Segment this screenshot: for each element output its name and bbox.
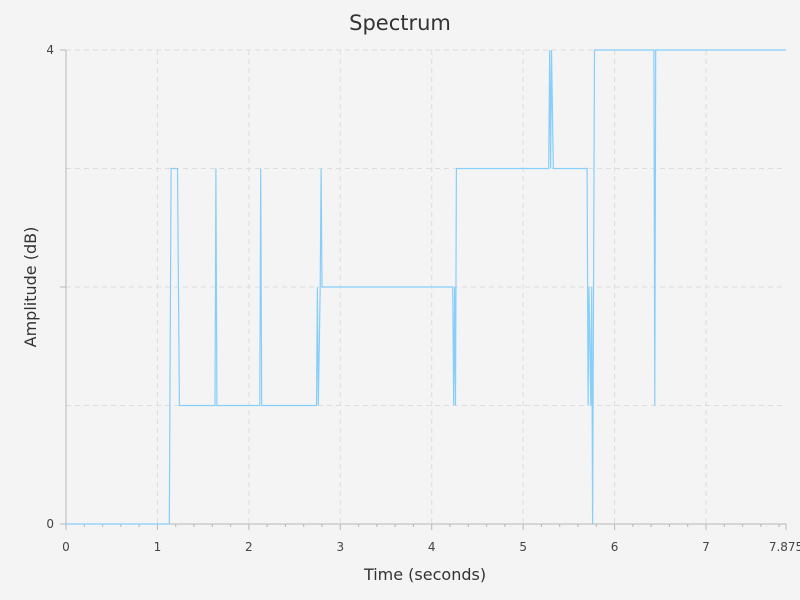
x-tick-label: 2 (245, 540, 253, 554)
y-axis-label: Amplitude (dB) (21, 227, 40, 348)
x-tick-label: 5 (519, 540, 527, 554)
x-tick-label: 3 (336, 540, 344, 554)
x-tick-label: 7 (702, 540, 710, 554)
x-tick-label: 7.875 (769, 540, 800, 554)
series-layer (66, 49, 786, 525)
x-tick-label: 4 (428, 540, 436, 554)
x-axis-label: Time (seconds) (363, 565, 486, 584)
y-tick-label: 0 (46, 517, 54, 531)
y-tick-label: 4 (46, 43, 54, 57)
x-tick-label: 0 (62, 540, 70, 554)
chart-title: Spectrum (349, 11, 451, 35)
series-line (66, 49, 786, 525)
x-tick-label: 6 (611, 540, 619, 554)
axis-layer: 0 1 2 3 4 5 6 7 7.875 0 4 (46, 43, 800, 554)
x-tick-label: 1 (154, 540, 162, 554)
